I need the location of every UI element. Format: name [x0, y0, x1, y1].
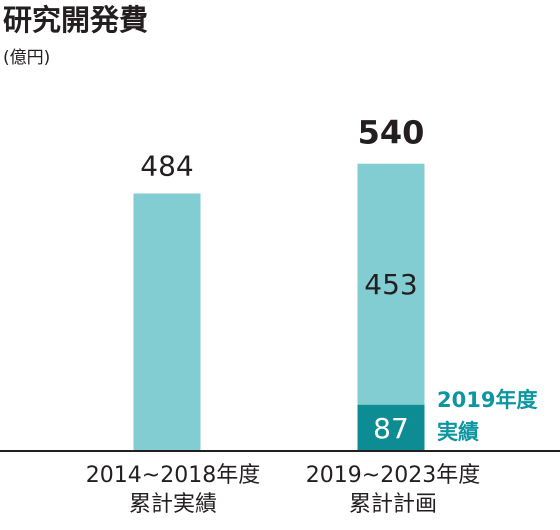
category-label-1-line1: 2014~2018年度: [85, 463, 261, 488]
bar-2019-2023-lower: [357, 404, 425, 451]
category-label-1-line2: 累計実績: [128, 492, 217, 517]
data-label-540-total: 540: [358, 114, 425, 152]
highlight-series-label-line2: 実績: [437, 420, 479, 444]
chart-title: 研究開発費: [3, 3, 149, 37]
category-label-2-line1: 2019~2023年度: [305, 463, 481, 488]
category-label-2-line2: 累計計画: [348, 492, 437, 517]
chart-unit-label: (億円): [3, 48, 51, 68]
highlight-series-label-line1: 2019年度: [437, 388, 537, 412]
data-label-453: 453: [364, 268, 417, 301]
bar-2019-2023-upper: [357, 163, 425, 405]
data-label-484: 484: [140, 150, 193, 183]
bar-2014-2018: [133, 193, 201, 451]
data-label-87: 87: [373, 412, 409, 445]
